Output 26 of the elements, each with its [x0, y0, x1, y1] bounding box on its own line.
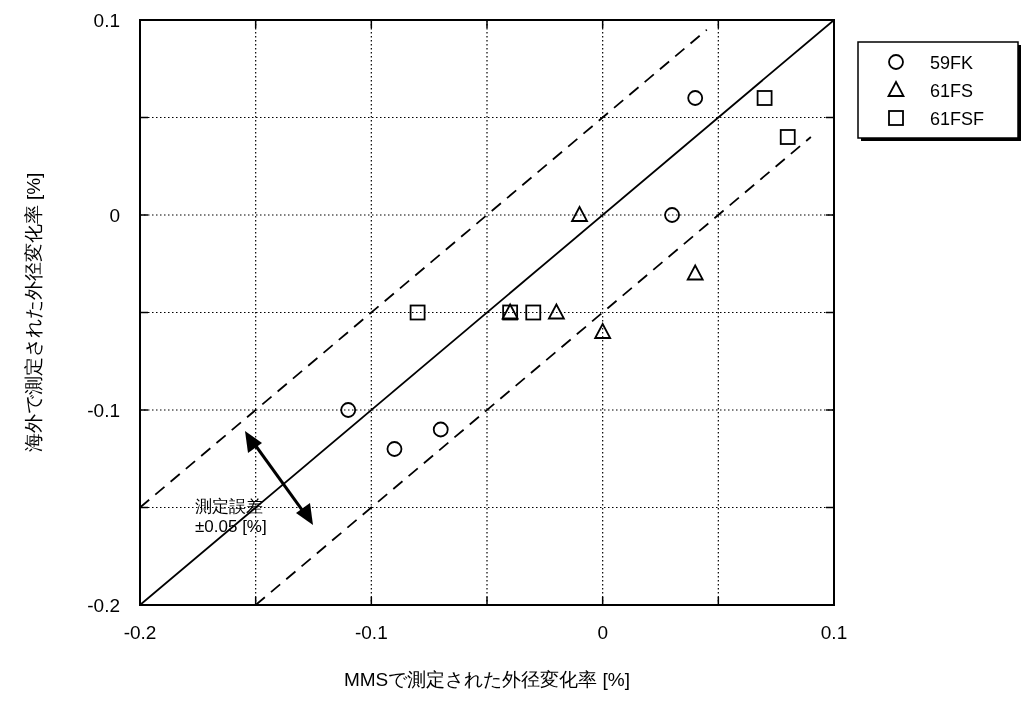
point	[686, 264, 704, 281]
point	[340, 402, 357, 418]
x-tick-label: 0.1	[820, 622, 848, 643]
x-axis-title: MMSで測定された外径変化率 [%]	[343, 669, 631, 690]
y-tick-label: -0.1	[87, 400, 120, 421]
y-axis-title: 海外で測定された外径変化率 [%]	[23, 172, 44, 453]
point	[525, 304, 542, 321]
point	[548, 303, 565, 320]
point	[664, 207, 680, 223]
y-tick-label: 0	[109, 205, 120, 226]
point	[779, 129, 796, 145]
y-tick-label: -0.2	[87, 595, 120, 616]
legend-label: 61FSF	[930, 109, 985, 129]
point	[756, 90, 773, 106]
point	[409, 304, 426, 321]
legend-label: 61FS	[930, 81, 974, 101]
x-tick-label: -0.1	[354, 622, 388, 643]
legend-label: 59FK	[930, 53, 974, 73]
point	[687, 90, 704, 106]
point	[432, 421, 449, 438]
point	[386, 441, 403, 457]
point	[594, 323, 612, 339]
x-tick-label: -0.2	[123, 622, 157, 643]
y-tick-label: 0.1	[93, 10, 120, 31]
x-tick-label: 0	[597, 622, 608, 643]
point	[571, 206, 588, 222]
